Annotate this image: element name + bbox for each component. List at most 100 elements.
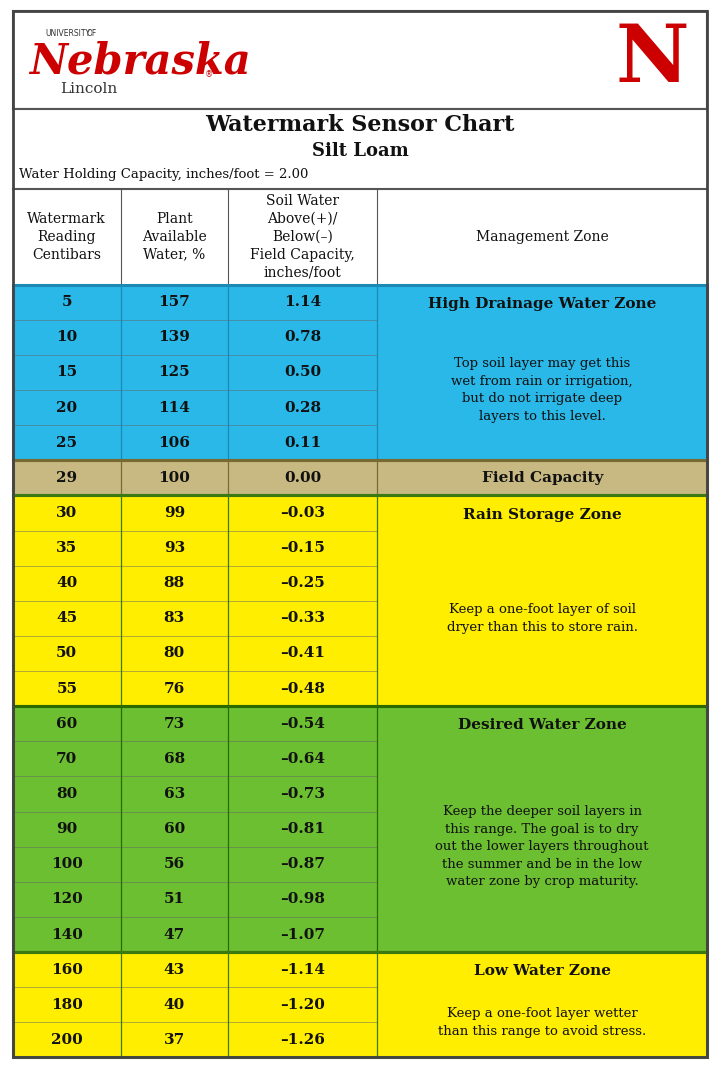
Bar xyxy=(13,285,707,461)
Text: Nebraska: Nebraska xyxy=(29,41,251,83)
Text: N: N xyxy=(616,20,689,99)
Bar xyxy=(13,496,707,706)
Text: 0.00: 0.00 xyxy=(284,471,321,485)
Text: 63: 63 xyxy=(163,787,185,801)
Text: 45: 45 xyxy=(56,612,77,626)
Text: –0.48: –0.48 xyxy=(280,681,325,696)
Text: 60: 60 xyxy=(163,822,185,836)
Text: 0.50: 0.50 xyxy=(284,366,321,379)
Text: 140: 140 xyxy=(51,927,83,941)
Text: –0.25: –0.25 xyxy=(280,577,325,591)
Text: Keep a one-foot layer wetter
than this range to avoid stress.: Keep a one-foot layer wetter than this r… xyxy=(438,1007,647,1037)
Bar xyxy=(13,189,707,285)
Text: 15: 15 xyxy=(56,366,77,379)
Bar xyxy=(13,706,707,952)
Bar xyxy=(13,11,707,109)
Text: 0.28: 0.28 xyxy=(284,401,321,415)
Text: –1.20: –1.20 xyxy=(280,998,325,1012)
Text: 139: 139 xyxy=(158,330,190,344)
Text: 100: 100 xyxy=(158,471,190,485)
Text: 80: 80 xyxy=(163,646,185,661)
Text: Desired Water Zone: Desired Water Zone xyxy=(458,718,626,732)
Text: 70: 70 xyxy=(56,752,77,765)
Text: 10: 10 xyxy=(56,330,77,344)
Text: 29: 29 xyxy=(56,471,77,485)
Bar xyxy=(13,952,707,1057)
Text: Watermark Sensor Chart: Watermark Sensor Chart xyxy=(205,114,515,135)
Text: Top soil layer may get this
wet from rain or irrigation,
but do not irrigate dee: Top soil layer may get this wet from rai… xyxy=(451,357,633,423)
Text: –0.98: –0.98 xyxy=(280,892,325,906)
Bar xyxy=(13,952,707,1057)
Text: Water Holding Capacity, inches/foot = 2.00: Water Holding Capacity, inches/foot = 2.… xyxy=(19,167,308,180)
Text: 35: 35 xyxy=(56,542,77,555)
Bar xyxy=(13,706,707,952)
Text: Silt Loam: Silt Loam xyxy=(312,142,408,160)
Text: 99: 99 xyxy=(163,506,185,520)
Text: OF: OF xyxy=(86,29,96,38)
Text: Field Capacity: Field Capacity xyxy=(482,471,603,485)
Text: 60: 60 xyxy=(56,716,77,730)
Text: Watermark
Reading
Centibars: Watermark Reading Centibars xyxy=(27,212,106,261)
Text: –0.87: –0.87 xyxy=(280,857,325,871)
Text: 100: 100 xyxy=(51,857,83,871)
Bar xyxy=(13,461,707,496)
Text: –1.26: –1.26 xyxy=(280,1033,325,1047)
Text: 0.11: 0.11 xyxy=(284,436,321,450)
Text: –0.15: –0.15 xyxy=(280,542,325,555)
Text: 51: 51 xyxy=(163,892,185,906)
Text: N: N xyxy=(613,20,687,99)
Text: 43: 43 xyxy=(163,963,185,976)
Text: Keep a one-foot layer of soil
dryer than this to store rain.: Keep a one-foot layer of soil dryer than… xyxy=(446,603,638,633)
Text: –0.81: –0.81 xyxy=(280,822,325,836)
Text: 5: 5 xyxy=(61,295,72,309)
Text: UNIVERSITY: UNIVERSITY xyxy=(45,29,91,38)
Text: Soil Water
Above(+)/
Below(–)
Field Capacity,
inches/foot: Soil Water Above(+)/ Below(–) Field Capa… xyxy=(251,194,355,279)
Text: 120: 120 xyxy=(51,892,83,906)
Text: Rain Storage Zone: Rain Storage Zone xyxy=(463,507,621,521)
Bar xyxy=(13,496,707,706)
Text: 80: 80 xyxy=(56,787,77,801)
Text: 88: 88 xyxy=(163,577,185,591)
Text: –0.73: –0.73 xyxy=(280,787,325,801)
Text: 180: 180 xyxy=(51,998,83,1012)
Text: 83: 83 xyxy=(163,612,185,626)
Text: 90: 90 xyxy=(56,822,77,836)
Text: 68: 68 xyxy=(163,752,185,765)
Text: 125: 125 xyxy=(158,366,190,379)
Text: Management Zone: Management Zone xyxy=(476,229,608,244)
Text: N: N xyxy=(616,23,689,102)
Text: 76: 76 xyxy=(163,681,185,696)
Bar xyxy=(13,109,707,189)
Text: Lincoln: Lincoln xyxy=(60,82,117,96)
Text: 40: 40 xyxy=(163,998,185,1012)
Text: 47: 47 xyxy=(163,927,185,941)
Text: 50: 50 xyxy=(56,646,77,661)
Text: 30: 30 xyxy=(56,506,77,520)
Text: 200: 200 xyxy=(51,1033,83,1047)
Text: ®: ® xyxy=(205,70,213,79)
Text: –0.41: –0.41 xyxy=(280,646,325,661)
Text: –0.03: –0.03 xyxy=(280,506,325,520)
Text: –1.07: –1.07 xyxy=(280,927,325,941)
Text: 160: 160 xyxy=(51,963,83,976)
Text: –1.14: –1.14 xyxy=(280,963,325,976)
Text: 106: 106 xyxy=(158,436,190,450)
Bar xyxy=(13,285,707,461)
Bar xyxy=(13,461,707,496)
Text: –0.54: –0.54 xyxy=(280,716,325,730)
Text: Keep the deeper soil layers in
this range. The goal is to dry
out the lower laye: Keep the deeper soil layers in this rang… xyxy=(436,805,649,888)
Text: 55: 55 xyxy=(56,681,77,696)
Text: –0.33: –0.33 xyxy=(280,612,325,626)
Text: High Drainage Water Zone: High Drainage Water Zone xyxy=(428,297,657,311)
Text: 37: 37 xyxy=(163,1033,185,1047)
Text: Plant
Available
Water, %: Plant Available Water, % xyxy=(142,212,207,261)
Text: –0.64: –0.64 xyxy=(280,752,325,765)
Text: 93: 93 xyxy=(163,542,185,555)
Text: N: N xyxy=(618,20,691,99)
Text: 40: 40 xyxy=(56,577,77,591)
Text: 0.78: 0.78 xyxy=(284,330,321,344)
Text: 1.14: 1.14 xyxy=(284,295,321,309)
Text: 56: 56 xyxy=(163,857,185,871)
Text: N: N xyxy=(616,17,689,96)
Text: 73: 73 xyxy=(163,716,185,730)
